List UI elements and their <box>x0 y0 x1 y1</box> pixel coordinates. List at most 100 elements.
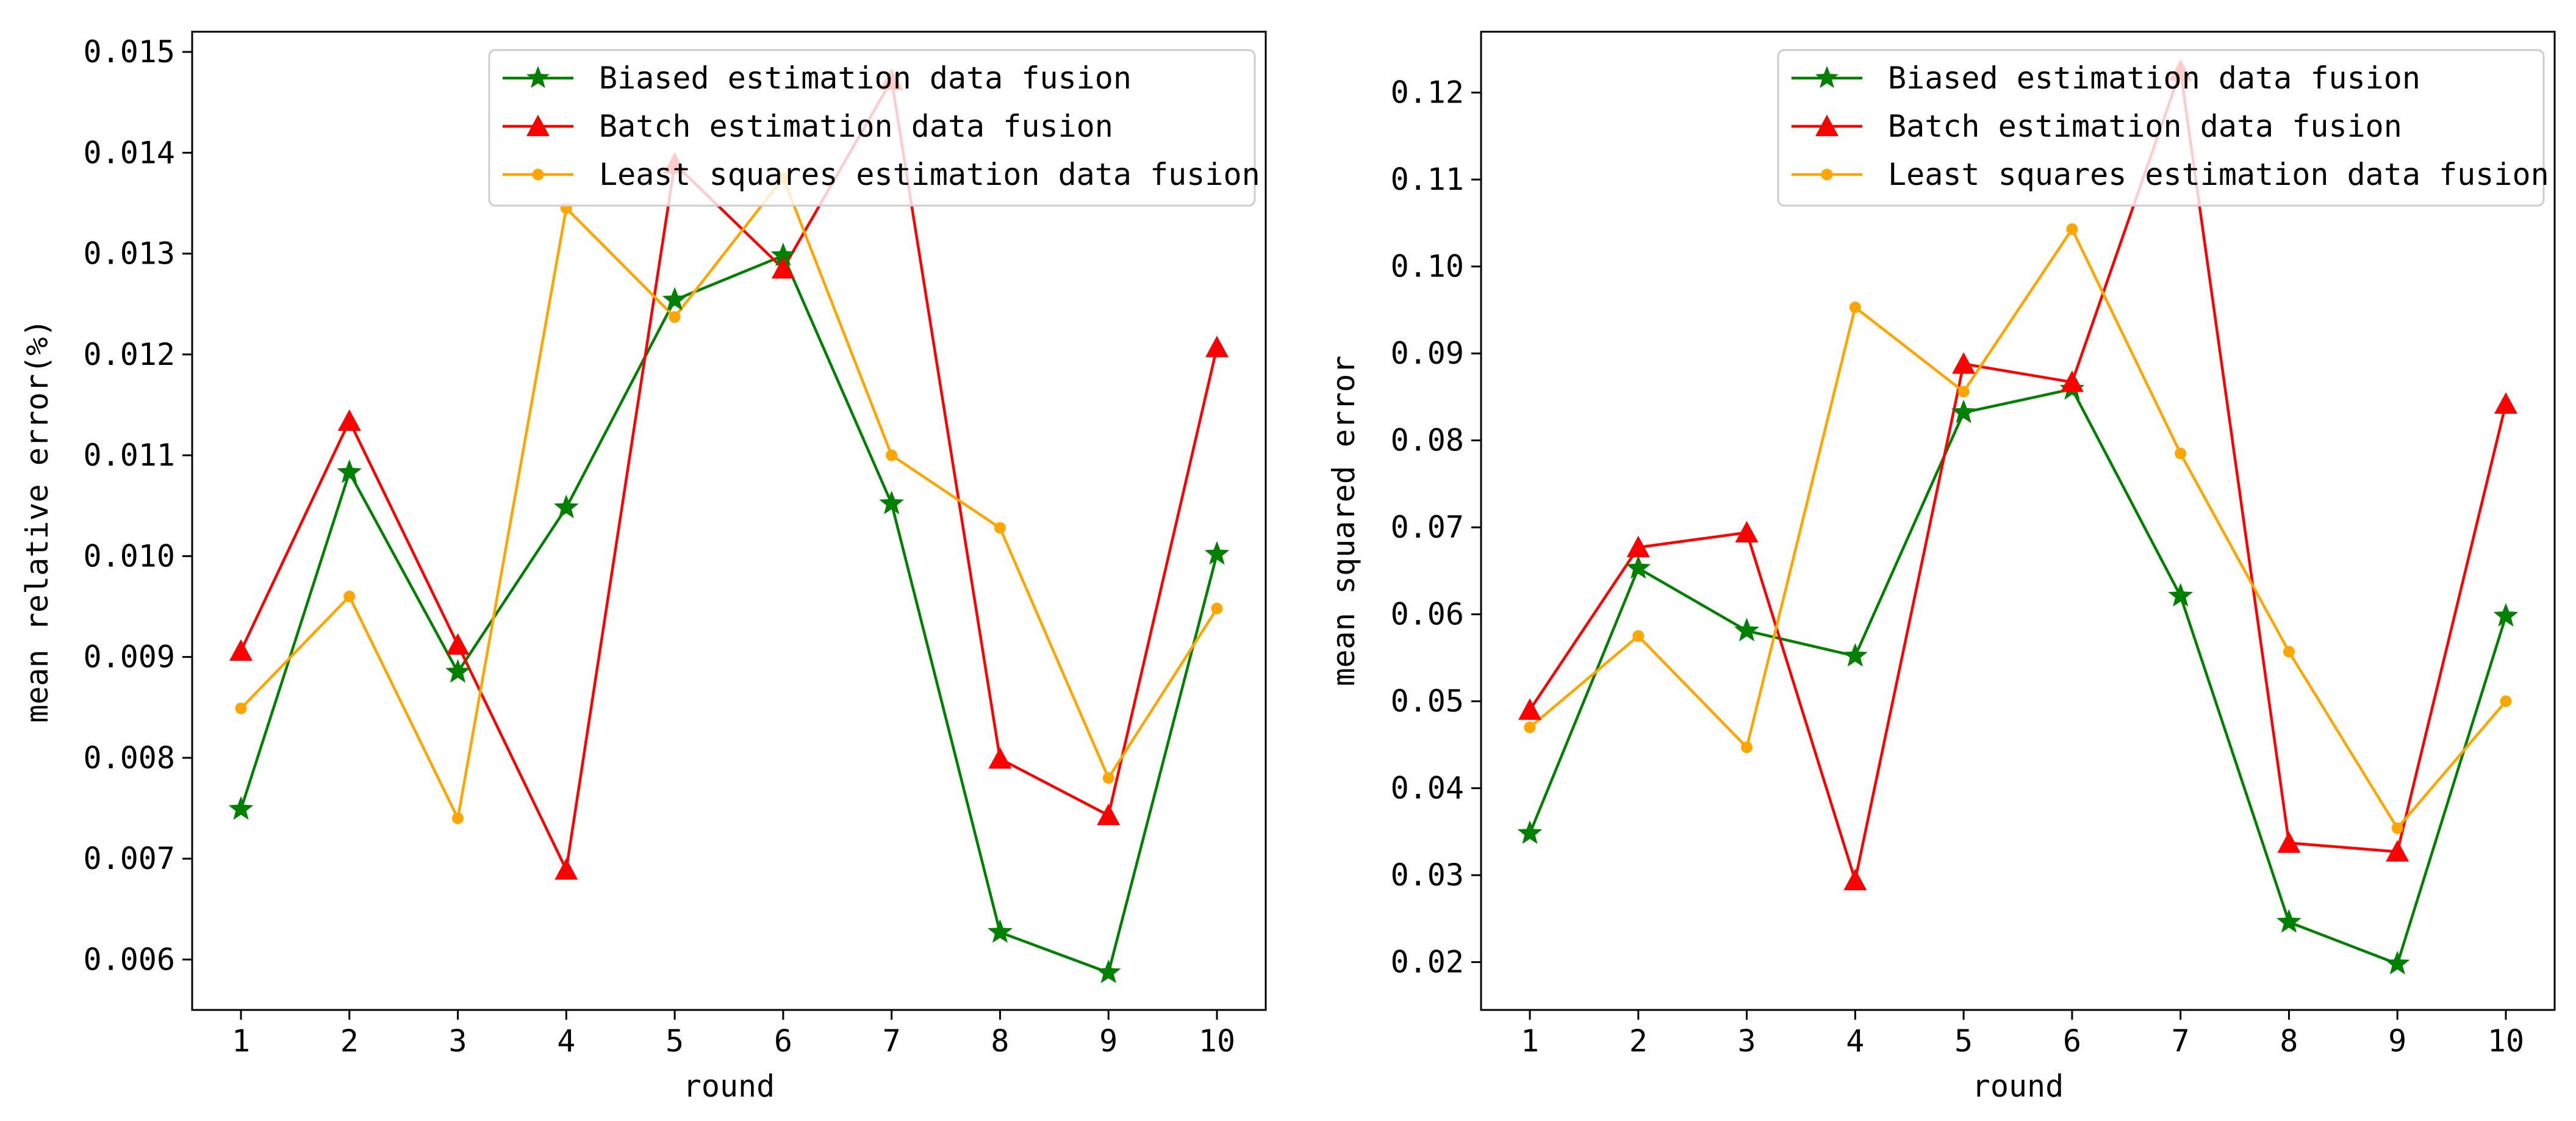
series-line-1 <box>239 254 1219 975</box>
legend-marker-circle <box>1821 168 1833 181</box>
data-point-s3-1 <box>235 702 247 715</box>
y-axis-label: mean relative error(%) <box>20 319 55 723</box>
legend-marker-circle <box>532 168 544 181</box>
chart-2: 1 2 3 4 5 6 7 8 9 10 0.02 0.03 0.04 0.05 0.06 0.07 0.08 0… <box>1326 31 2556 1104</box>
legend-box <box>1777 49 2545 207</box>
data-point-s2-9 <box>1097 804 1121 826</box>
x-tick-label: 4 <box>557 1023 575 1059</box>
series-line-2 <box>1529 69 2508 882</box>
y-tick-label: 0.012 <box>83 337 175 372</box>
data-point-s3-10 <box>2500 695 2512 707</box>
legend-label: Batch estimation data fusion <box>1888 109 2402 144</box>
x-axis-label: round <box>1972 1069 2064 1104</box>
data-point-s2-4 <box>554 858 578 880</box>
data-point-s2-2 <box>337 409 361 431</box>
data-point-s2-3 <box>1735 521 1759 542</box>
y-tick-label: 0.06 <box>1391 597 1464 632</box>
legend-label: Least squares estimation data fusion <box>599 157 1260 192</box>
data-point-s1-5 <box>1951 399 1976 424</box>
x-axis-label: round <box>683 1069 775 1104</box>
data-point-s2-10 <box>2494 392 2517 414</box>
legend-label: Batch estimation data fusion <box>599 109 1113 144</box>
data-point-s1-3 <box>445 658 470 683</box>
data-point-s3-8 <box>2283 646 2295 658</box>
data-point-s3-5 <box>669 311 681 323</box>
legend-marker-star <box>1815 66 1839 88</box>
x-tick-label: 5 <box>1954 1023 1973 1059</box>
data-point-s3-6 <box>2066 223 2078 235</box>
data-point-s1-4 <box>553 494 579 519</box>
x-tick-label: 10 <box>1199 1023 1235 1059</box>
y-tick-label: 0.009 <box>83 640 175 675</box>
x-tick-label: 3 <box>449 1023 467 1059</box>
legend: Biased estimation data fusion Batch estim… <box>1777 49 2549 207</box>
legend-marker-star <box>526 66 550 88</box>
data-point-s1-3 <box>1734 618 1759 642</box>
y-tick-label: 0.007 <box>83 841 175 876</box>
data-point-s2-4 <box>1843 868 1867 890</box>
axes-frame <box>191 31 1267 1011</box>
y-tick-label: 0.07 <box>1391 510 1464 545</box>
series-line-3 <box>240 176 1218 820</box>
data-point-s3-10 <box>1211 602 1223 615</box>
x-tick-label: 5 <box>666 1023 684 1059</box>
data-point-s1-5 <box>662 287 687 311</box>
y-tick-label: 0.08 <box>1391 423 1464 458</box>
legend-box <box>488 49 1256 207</box>
data-point-s2-1 <box>1518 698 1541 720</box>
data-point-s2-8 <box>2277 831 2301 853</box>
data-point-s1-10 <box>2493 603 2519 627</box>
y-tick-label: 0.013 <box>83 236 175 272</box>
x-tick-label: 6 <box>2063 1023 2081 1059</box>
series-line-1 <box>1528 387 2508 965</box>
y-tick-label: 0.015 <box>83 34 175 70</box>
data-point-s3-8 <box>994 522 1006 534</box>
data-point-s1-4 <box>1842 643 1868 667</box>
data-point-s2-6 <box>2060 370 2084 392</box>
legend-label: Biased estimation data fusion <box>599 60 1132 96</box>
x-tick-label: 3 <box>1738 1023 1756 1059</box>
data-point-s1-9 <box>1096 959 1121 984</box>
data-point-s2-5 <box>1952 352 1976 374</box>
data-point-s1-1 <box>228 796 254 820</box>
data-point-s3-2 <box>1632 630 1645 642</box>
data-point-s3-9 <box>1102 772 1114 784</box>
axes-frame <box>1480 31 2556 1011</box>
x-tick-label: 2 <box>1629 1023 1648 1059</box>
y-tick-label: 0.05 <box>1391 683 1464 719</box>
legend-label: Biased estimation data fusion <box>1888 60 2420 96</box>
series-line-2 <box>239 79 1219 871</box>
y-tick-label: 0.03 <box>1391 857 1464 893</box>
data-point-s3-3 <box>1741 741 1753 754</box>
y-tick-label: 0.010 <box>83 538 175 574</box>
data-point-s3-3 <box>452 812 464 824</box>
series-line-3 <box>1529 228 2507 830</box>
y-tick-label: 0.006 <box>83 942 175 977</box>
x-tick-label: 8 <box>991 1023 1009 1059</box>
x-tick-label: 6 <box>774 1023 792 1059</box>
data-point-s2-8 <box>988 747 1012 769</box>
y-tick-label: 0.12 <box>1391 75 1464 110</box>
legend-marker-triangle <box>1815 115 1839 137</box>
data-point-s1-7 <box>2168 583 2194 607</box>
data-point-s3-7 <box>2175 447 2187 460</box>
data-point-s1-9 <box>2384 951 2410 975</box>
y-tick-label: 0.04 <box>1391 771 1464 806</box>
data-point-s2-1 <box>229 639 253 661</box>
y-axis-label: mean squared error <box>1326 356 1362 687</box>
y-tick-label: 0.02 <box>1391 945 1464 980</box>
data-point-s2-6 <box>771 257 795 279</box>
data-point-s3-9 <box>2391 822 2403 834</box>
x-tick-label: 7 <box>883 1023 901 1059</box>
legend-label: Least squares estimation data fusion <box>1888 157 2549 192</box>
data-point-s3-1 <box>1524 721 1536 734</box>
data-point-s1-10 <box>1204 541 1230 565</box>
data-point-s3-7 <box>886 449 898 461</box>
x-tick-label: 9 <box>1099 1023 1118 1059</box>
data-point-s3-5 <box>1957 386 1970 398</box>
x-tick-label: 7 <box>2172 1023 2190 1059</box>
data-point-s3-4 <box>1849 301 1861 314</box>
data-point-s1-8 <box>988 919 1013 943</box>
x-tick-label: 10 <box>2488 1023 2524 1059</box>
